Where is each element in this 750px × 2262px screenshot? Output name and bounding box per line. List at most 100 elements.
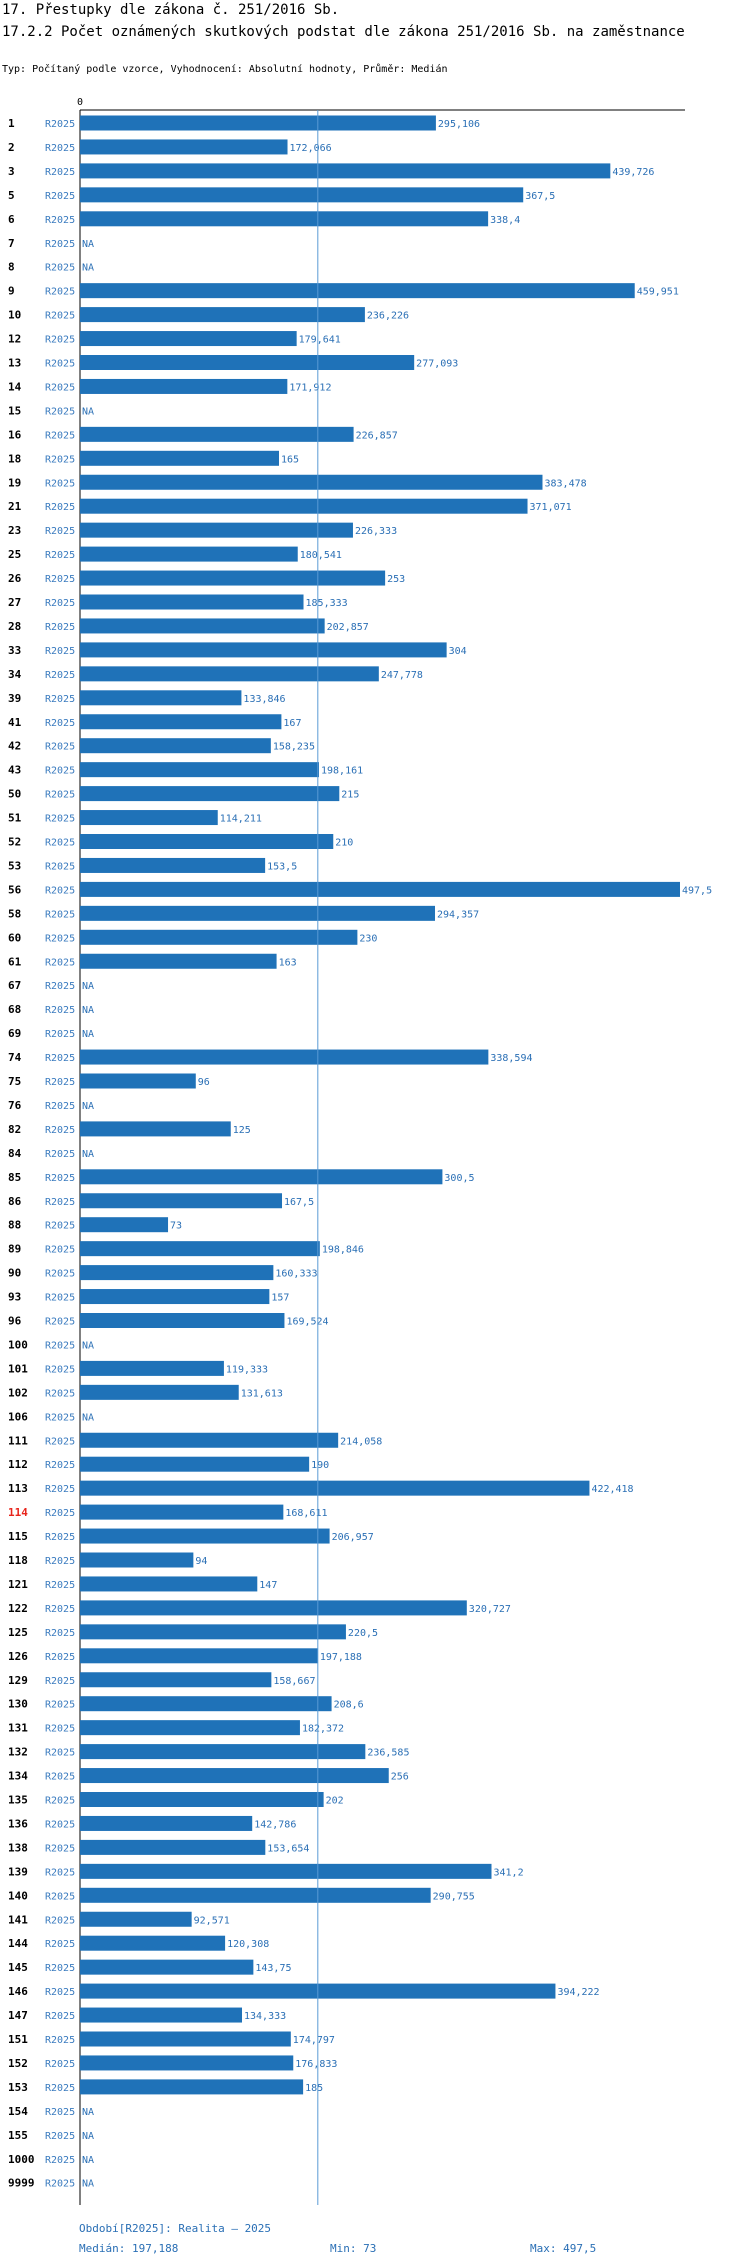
series-label: R2025 [45, 263, 75, 274]
bar [80, 1935, 226, 1951]
series-label: R2025 [45, 143, 75, 154]
bar [80, 570, 386, 586]
row-label: 113 [8, 1482, 28, 1495]
row-label: 86 [8, 1195, 22, 1208]
value-label: 94 [195, 1556, 207, 1567]
value-label: 202,857 [327, 622, 369, 633]
row-label: 96 [8, 1315, 22, 1328]
row-label: 27 [8, 596, 21, 609]
series-label: R2025 [45, 670, 75, 681]
series-label: R2025 [45, 1484, 75, 1495]
series-label: R2025 [45, 1077, 75, 1088]
value-label: 171,912 [289, 382, 331, 393]
series-label: R2025 [45, 359, 75, 370]
bar [80, 642, 447, 658]
series-label: R2025 [45, 1029, 75, 1040]
series-label: R2025 [45, 1269, 75, 1280]
value-label: NA [82, 1340, 94, 1351]
bar [80, 1217, 169, 1233]
series-label: R2025 [45, 1867, 75, 1878]
bar [80, 666, 379, 682]
series-label: R2025 [45, 1987, 75, 1998]
value-label: 198,846 [322, 1245, 364, 1256]
value-label: 338,594 [490, 1053, 532, 1064]
bar [80, 786, 340, 802]
value-label: 167 [283, 718, 301, 729]
series-label: R2025 [45, 382, 75, 393]
bar [80, 1049, 489, 1065]
bar [80, 2007, 243, 2023]
series-label: R2025 [45, 1388, 75, 1399]
series-label: R2025 [45, 1748, 75, 1759]
row-label: 26 [8, 572, 22, 585]
value-label: 165 [281, 454, 299, 465]
bar [80, 1839, 266, 1855]
row-label: 152 [8, 2057, 28, 2070]
row-label: 102 [8, 1386, 28, 1399]
bar [80, 522, 353, 538]
value-label: 179,641 [299, 335, 341, 346]
value-label: NA [82, 1101, 94, 1112]
row-label: 106 [8, 1410, 28, 1423]
bar [80, 1480, 590, 1496]
series-label: R2025 [45, 1317, 75, 1328]
series-label: R2025 [45, 1604, 75, 1615]
bar [80, 139, 288, 155]
row-label: 146 [8, 1985, 28, 1998]
bar [80, 331, 297, 347]
bar [80, 1792, 324, 1807]
row-label: 74 [8, 1051, 22, 1064]
value-label: NA [82, 1029, 94, 1040]
row-label: 3 [8, 165, 15, 178]
bar [80, 929, 358, 945]
bar [80, 474, 543, 490]
row-label: 125 [8, 1626, 28, 1639]
row-label: 2 [8, 141, 15, 154]
value-label: 230 [359, 933, 377, 944]
row-label: 82 [8, 1123, 21, 1136]
value-label: 294,357 [437, 909, 479, 920]
row-label: 84 [8, 1147, 22, 1160]
footer-min: Min: 73 [330, 2242, 377, 2255]
row-label: 12 [8, 333, 21, 346]
bar [80, 283, 635, 299]
row-label: 130 [8, 1698, 28, 1711]
bar [80, 618, 325, 634]
value-label: 202 [326, 1796, 344, 1807]
value-label: 277,093 [416, 359, 458, 370]
series-label: R2025 [45, 191, 75, 202]
value-label: 338,4 [490, 215, 520, 226]
series-label: R2025 [45, 119, 75, 130]
series-label: R2025 [45, 1628, 75, 1639]
series-label: R2025 [45, 406, 75, 417]
value-label: 92,571 [194, 1915, 230, 1926]
bar [80, 1863, 492, 1879]
value-label: 247,778 [381, 670, 423, 681]
series-label: R2025 [45, 1915, 75, 1926]
row-label: 67 [8, 979, 21, 992]
value-label: 300,5 [444, 1173, 474, 1184]
series-label: R2025 [45, 2011, 75, 2022]
series-label: R2025 [45, 694, 75, 705]
bar [80, 1193, 283, 1209]
bar [80, 1696, 332, 1712]
row-label: 7 [8, 237, 15, 250]
bar [80, 1169, 443, 1185]
series-label: R2025 [45, 430, 75, 441]
series-label: R2025 [45, 838, 75, 849]
bar [80, 1576, 258, 1592]
series-label: R2025 [45, 2035, 75, 2046]
row-label: 118 [8, 1554, 28, 1567]
value-label: NA [82, 1412, 94, 1423]
bar [80, 1624, 346, 1640]
value-label: 114,211 [220, 814, 262, 825]
series-label: R2025 [45, 1891, 75, 1902]
series-label: R2025 [45, 454, 75, 465]
value-label: 236,226 [367, 311, 409, 322]
series-label: R2025 [45, 718, 75, 729]
bar [80, 1073, 196, 1089]
series-label: R2025 [45, 1508, 75, 1519]
series-label: R2025 [45, 1364, 75, 1375]
row-label: 53 [8, 859, 21, 872]
row-label: 76 [8, 1099, 22, 1112]
